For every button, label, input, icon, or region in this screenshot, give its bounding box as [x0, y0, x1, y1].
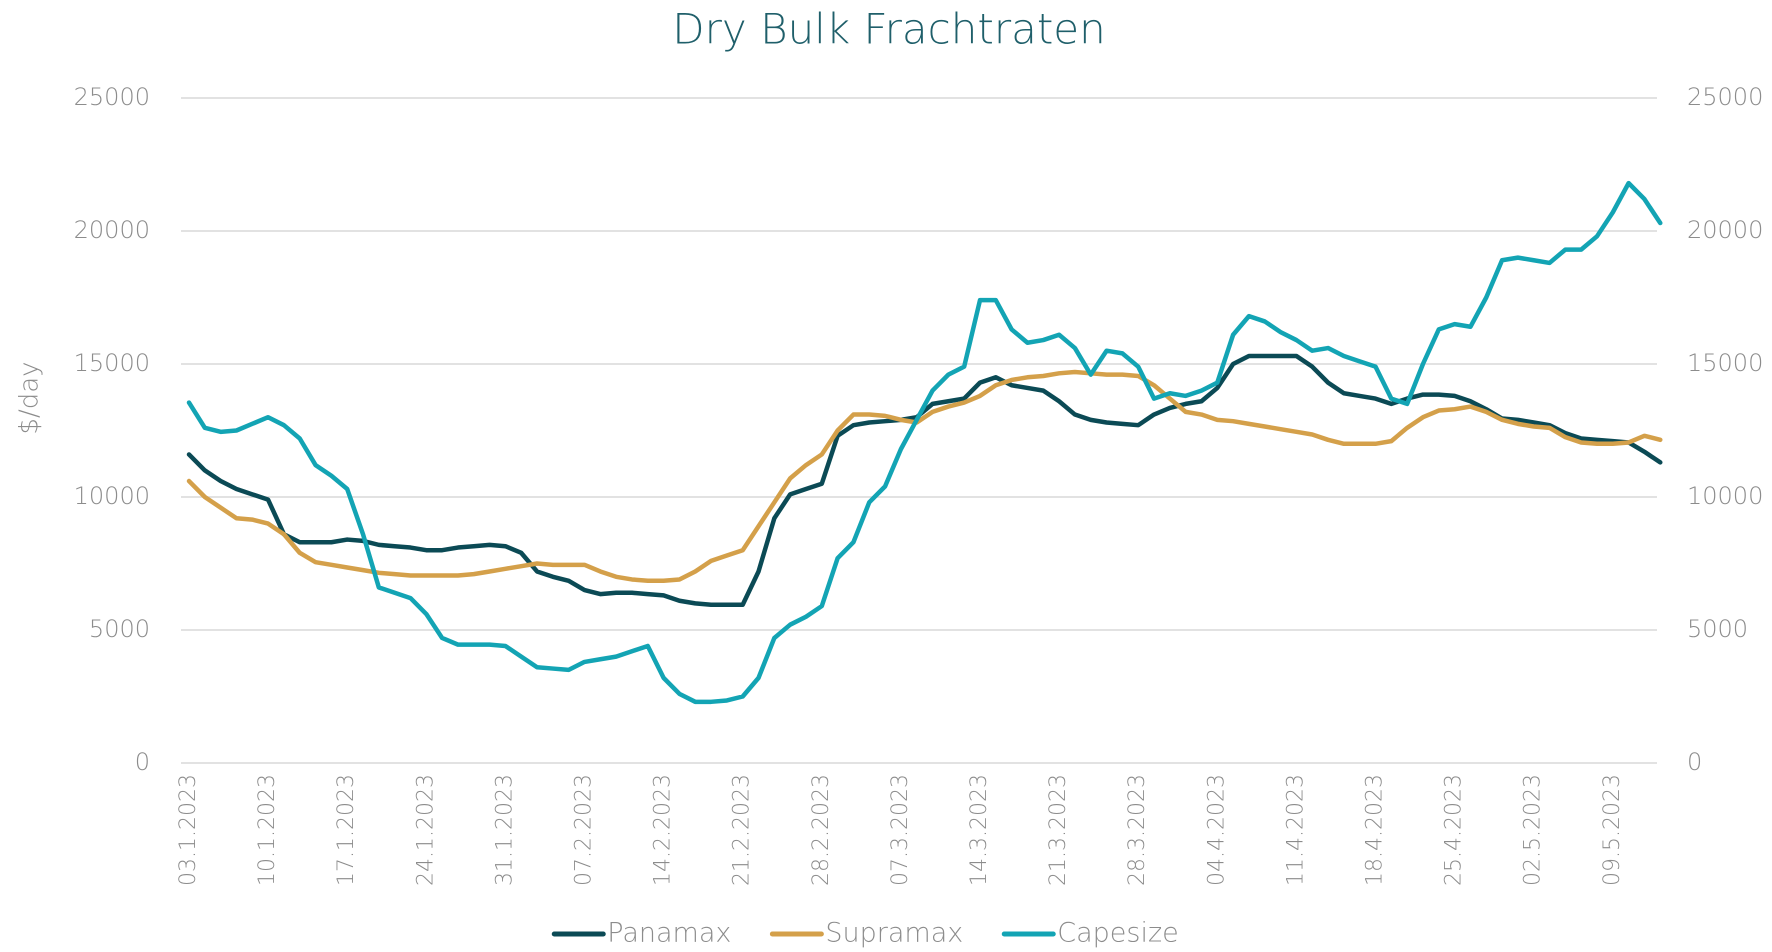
x-tick-label: 14.3.2023	[967, 774, 992, 886]
legend-label: Panamax	[607, 918, 731, 949]
y2-tick-label: 20000	[1687, 216, 1763, 244]
x-tick-label: 18.4.2023	[1363, 774, 1388, 886]
x-tick-label: 10.1.2023	[255, 774, 280, 886]
x-tick-label: 11.4.2023	[1283, 774, 1308, 886]
y2-tick-label: 5000	[1687, 615, 1748, 643]
x-tick-label: 31.1.2023	[492, 774, 517, 886]
x-tick-label: 17.1.2023	[334, 774, 359, 886]
x-tick-label: 21.3.2023	[1046, 774, 1071, 886]
y2-tick-label: 10000	[1687, 482, 1763, 510]
series-line	[186, 180, 1663, 705]
x-tick-label: 07.3.2023	[888, 774, 913, 886]
x-tick-label: 04.4.2023	[1204, 774, 1229, 886]
x-tick-label: 24.1.2023	[413, 774, 438, 886]
x-tick-label: 14.2.2023	[651, 774, 676, 886]
chart-title: Dry Bulk Frachtraten	[672, 5, 1106, 54]
y2-tick-label: 15000	[1687, 349, 1763, 377]
legend-label: Capesize	[1057, 918, 1179, 949]
series-line	[186, 369, 1663, 584]
x-tick-label: 09.5.2023	[1600, 774, 1625, 886]
x-tick-label: 21.2.2023	[730, 774, 755, 886]
x-tick-label: 03.1.2023	[176, 774, 201, 886]
y-axis-label: $/day	[15, 361, 45, 434]
x-tick-label: 25.4.2023	[1442, 774, 1467, 886]
y-tick-label: 20000	[74, 216, 150, 244]
legend-label: Supramax	[825, 918, 963, 949]
y2-tick-label: 25000	[1687, 83, 1763, 111]
x-tick-label: 28.2.2023	[809, 774, 834, 886]
series-line	[186, 353, 1663, 607]
x-tick-label: 02.5.2023	[1521, 774, 1546, 886]
y-tick-label: 25000	[74, 83, 150, 111]
y2-tick-label: 0	[1687, 748, 1702, 776]
y-tick-label: 10000	[74, 482, 150, 510]
y-tick-label: 15000	[74, 349, 150, 377]
x-tick-label: 28.3.2023	[1125, 774, 1150, 886]
x-tick-label: 07.2.2023	[572, 774, 597, 886]
y-tick-label: 0	[135, 748, 150, 776]
y-tick-label: 5000	[89, 615, 150, 643]
